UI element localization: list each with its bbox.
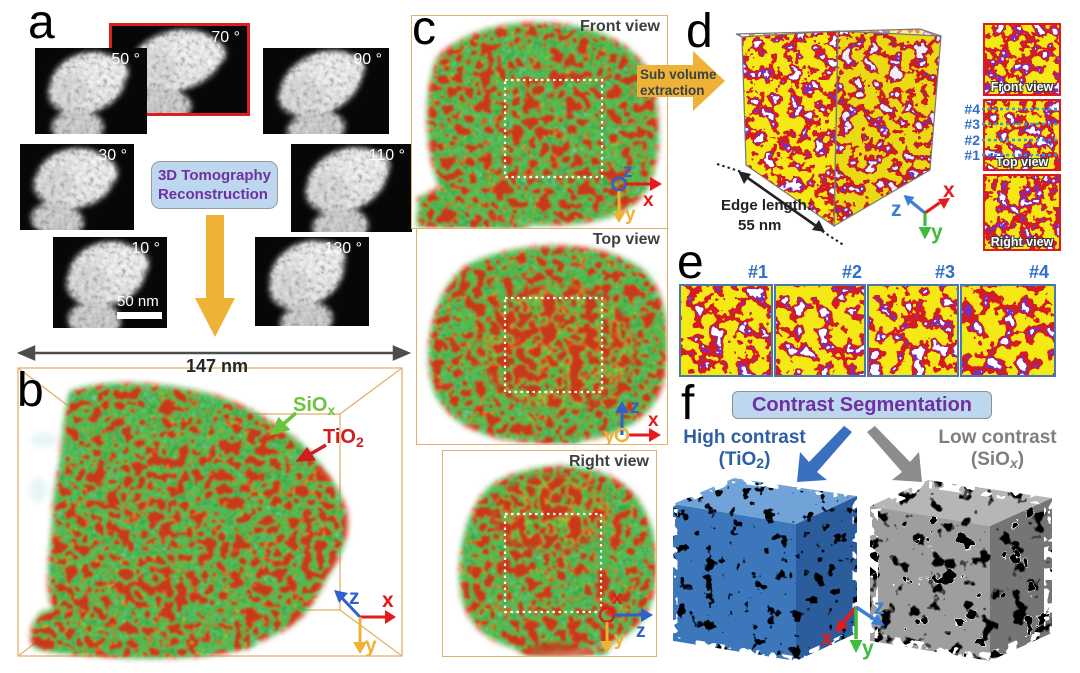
svg-text:x: x (382, 589, 394, 612)
svg-text:z: z (623, 161, 633, 182)
svg-text:x: x (821, 627, 833, 650)
svg-text:55 nm: 55 nm (738, 217, 781, 234)
svg-text:z: z (874, 596, 885, 619)
svg-text:147 nm: 147 nm (186, 356, 248, 376)
svg-text:z: z (349, 586, 360, 609)
svg-text:y: y (604, 426, 615, 444)
svg-text:y: y (931, 221, 943, 244)
svg-text:y: y (365, 634, 377, 657)
svg-text:z: z (636, 621, 646, 642)
svg-text:y: y (625, 204, 636, 225)
svg-text:x: x (648, 410, 659, 431)
svg-text:x: x (612, 588, 623, 609)
svg-text:extraction: extraction (640, 83, 705, 98)
svg-text:Sub volume: Sub volume (640, 67, 717, 82)
svg-text:y: y (862, 637, 874, 660)
svg-text:Edge length:: Edge length: (721, 197, 812, 214)
svg-text:x: x (943, 179, 955, 202)
svg-text:y: y (614, 629, 625, 650)
svg-text:x: x (643, 190, 654, 211)
svg-text:z: z (630, 397, 640, 418)
svg-text:z: z (891, 198, 902, 221)
